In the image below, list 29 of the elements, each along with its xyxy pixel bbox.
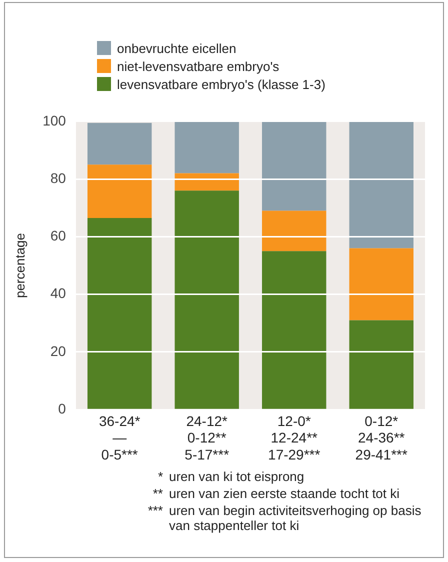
x-tick-label: 12-0* 12-24** 17-29***: [268, 412, 321, 462]
bar: [349, 248, 414, 320]
text: * uren van ki tot eisprong: [156, 469, 304, 484]
x-tick-label: 24-12* 0-12** 5-17***: [184, 412, 230, 462]
legend-label: niet-levensvatbare embryo's: [117, 58, 280, 74]
bar: [349, 121, 414, 248]
bar: [87, 164, 152, 218]
y-tick-label: 100: [42, 112, 66, 128]
bar: [87, 218, 152, 409]
legend-label: levensvatbare embryo's (klasse 1-3): [117, 76, 326, 92]
text: ** uren van zien eerste staande tocht tot ki: [152, 486, 400, 501]
y-tick-label: 20: [50, 342, 66, 359]
x-tick-label: 36-24* — 0-5***: [98, 412, 141, 462]
y-tick-label: 60: [50, 228, 66, 244]
bar: [349, 320, 414, 409]
bar: [174, 121, 239, 174]
x-tick-label: 0-12* 24-36** 29-41***: [355, 412, 408, 462]
y-tick-label: 0: [58, 400, 66, 416]
bar: [262, 210, 326, 252]
legend-label: onbevruchte eicellen: [117, 40, 236, 56]
y-tick-label: 40: [50, 285, 66, 302]
y-axis-title: percentage: [12, 232, 28, 298]
bar: [174, 190, 239, 409]
bar: [262, 251, 326, 409]
bar: [262, 121, 326, 211]
text: *** uren van begin activiteitsverhoging op basis van stappenteller tot ki: [146, 503, 422, 533]
y-tick-label: 80: [50, 170, 66, 186]
bar: [87, 122, 152, 165]
bar: [174, 173, 239, 191]
